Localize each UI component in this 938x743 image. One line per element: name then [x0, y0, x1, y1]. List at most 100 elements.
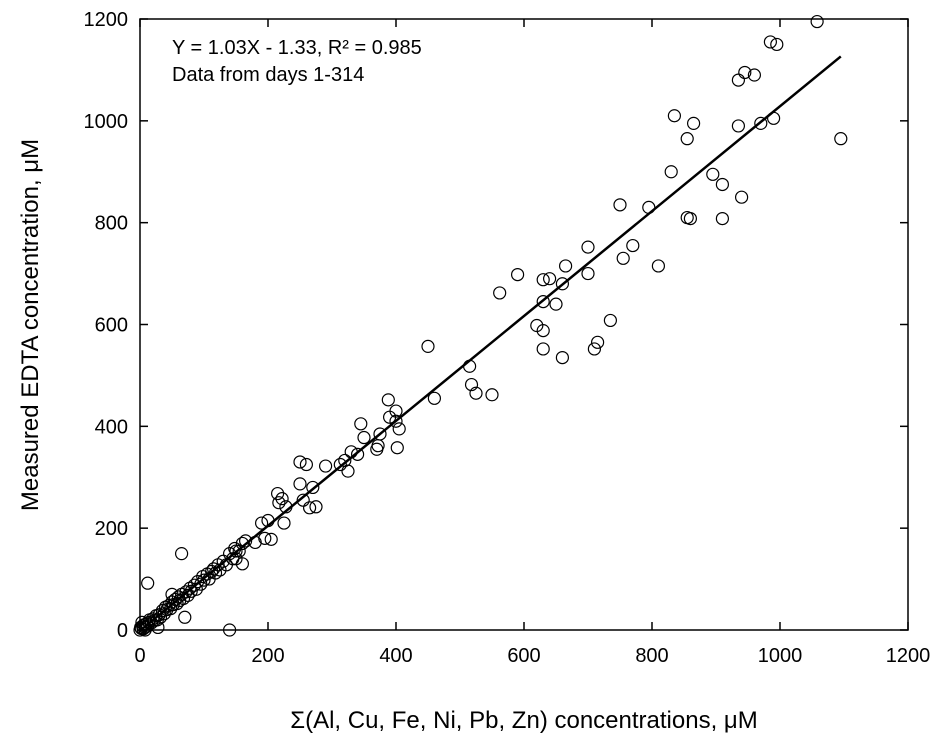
data-point	[151, 620, 165, 635]
y-tick-label: 1000	[84, 111, 129, 133]
data-point	[747, 68, 762, 82]
data-point	[421, 339, 435, 353]
data-point	[715, 177, 730, 192]
data-point	[306, 480, 320, 495]
x-tick-label: 0	[134, 645, 145, 667]
data-point	[651, 259, 666, 273]
x-tick-label: 400	[379, 645, 412, 667]
data-point	[293, 455, 307, 469]
data-point	[264, 532, 278, 546]
fit-line	[139, 55, 842, 632]
data-point	[381, 393, 395, 407]
data-point	[667, 109, 682, 123]
data-point	[590, 335, 605, 349]
y-tick-label: 600	[95, 315, 128, 337]
data-point	[223, 623, 237, 637]
data-point	[293, 477, 307, 491]
y-tick-label: 400	[95, 416, 128, 438]
data-point	[296, 493, 310, 507]
data-point	[493, 286, 507, 300]
annotation: Y = 1.03X - 1.33, R² = 0.985	[172, 37, 422, 59]
data-point	[536, 273, 550, 287]
data-point	[138, 623, 152, 637]
data-point	[341, 464, 355, 478]
data-point	[277, 516, 291, 530]
data-point	[275, 492, 289, 506]
data-point	[683, 211, 698, 226]
data-point	[763, 35, 778, 49]
data-point	[370, 442, 384, 456]
data-point	[510, 268, 525, 282]
data-point	[558, 259, 573, 273]
data-point	[392, 422, 406, 436]
data-point	[175, 547, 189, 561]
data-point	[464, 377, 479, 392]
data-point	[354, 417, 368, 431]
data-point	[581, 266, 595, 281]
data-point	[536, 294, 550, 309]
data-point	[581, 240, 595, 254]
data-point	[536, 342, 550, 356]
data-point	[616, 251, 630, 265]
data-point	[152, 608, 166, 622]
data-point	[731, 73, 746, 87]
x-tick-label: 200	[251, 645, 284, 667]
data-point	[390, 441, 404, 455]
data-point	[734, 190, 749, 204]
x-tick-label: 600	[507, 645, 540, 667]
data-point	[373, 427, 387, 441]
data-point	[587, 342, 602, 356]
annotation: Data from days 1-314	[172, 64, 364, 86]
data-point	[686, 116, 701, 130]
y-tick-label: 1200	[84, 9, 129, 31]
data-point	[309, 500, 323, 514]
data-point	[427, 391, 441, 405]
data-point	[319, 459, 333, 473]
data-point	[229, 544, 243, 558]
data-point	[197, 573, 211, 587]
data-point	[706, 167, 720, 181]
data-point	[834, 132, 848, 146]
data-point	[664, 165, 678, 179]
data-point	[536, 324, 550, 338]
y-tick-label: 0	[117, 620, 128, 642]
data-point	[770, 37, 784, 52]
data-point	[731, 119, 746, 133]
y-axis-label: Measured EDTA concentration, μM	[17, 139, 44, 511]
data-point	[303, 501, 317, 515]
data-point	[613, 198, 627, 212]
data-point	[239, 534, 253, 548]
data-point	[555, 350, 570, 365]
data-point	[255, 516, 269, 530]
data-point	[333, 457, 347, 472]
x-tick-label: 1200	[886, 645, 931, 667]
data-point	[357, 430, 371, 445]
data-point	[754, 116, 768, 130]
data-point	[165, 587, 179, 601]
data-point	[383, 410, 397, 424]
x-tick-label: 1000	[758, 645, 803, 667]
data-point	[555, 277, 570, 291]
data-point	[738, 65, 752, 80]
x-tick-label: 800	[635, 645, 668, 667]
data-point	[351, 447, 365, 461]
y-tick-label: 800	[95, 213, 128, 235]
x-axis-label: Σ(Al, Cu, Fe, Ni, Pb, Zn) concentrations…	[290, 707, 757, 734]
data-point	[485, 388, 499, 402]
data-point	[542, 272, 557, 286]
data-point	[272, 496, 286, 510]
data-point	[344, 445, 358, 459]
data-point	[626, 238, 640, 253]
data-point	[178, 610, 192, 624]
data-point	[299, 457, 313, 472]
data-point	[271, 486, 285, 501]
data-point	[549, 297, 563, 311]
data-point	[715, 211, 730, 226]
data-point	[603, 313, 618, 328]
data-point	[141, 576, 155, 590]
y-tick-label: 200	[95, 518, 128, 540]
data-point	[389, 414, 403, 428]
data-point	[810, 14, 824, 29]
data-point	[680, 132, 694, 146]
